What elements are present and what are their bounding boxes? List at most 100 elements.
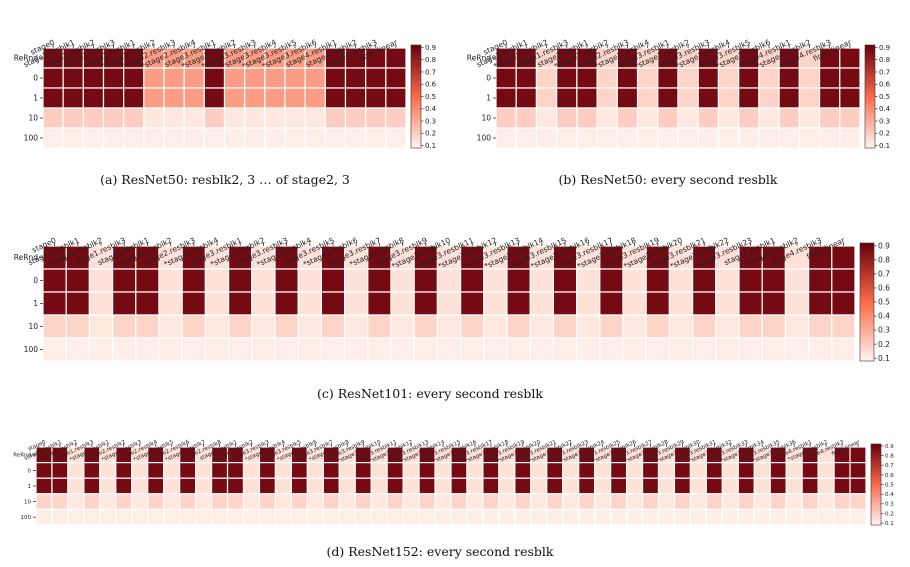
heatmap-cell [290,477,308,495]
heatmap-cell [158,314,183,339]
heatmap-cell [798,107,821,129]
heatmap-cell [482,477,500,495]
colorbar-tick-label: 0.1 [885,521,894,527]
heatmap-cell [535,67,558,89]
heatmap-cell [622,268,647,293]
colorbar-tick-label: 0.6 [425,81,437,89]
heatmap-cell [610,462,628,479]
heatmap-cell [338,477,356,495]
heatmap-cell [390,314,415,339]
heatmap-cell [483,314,508,339]
heatmap-cell [831,314,856,339]
row-label: 100 [477,134,492,143]
heatmap-cell [578,477,596,495]
heatmap-cell [578,462,596,479]
heatmap-cell [163,107,185,129]
heatmap-cell [83,493,101,510]
heatmap-cell [62,127,84,149]
heatmap-cell [123,127,145,149]
heatmap-cell [402,508,420,526]
heatmap-cell [163,127,185,149]
heatmap-cell [668,268,694,293]
heatmap-cell [163,87,185,109]
heatmap-cell [546,462,564,479]
heatmap-cell [689,493,707,510]
heatmap-cell [778,67,800,89]
heatmap-cell [849,493,867,510]
heatmap-cell [274,508,292,526]
heatmap-cell [226,493,245,510]
heatmap-cell [818,107,841,129]
heatmap-cell [42,314,67,339]
heatmap-cell [42,291,67,316]
heatmap-cell [251,314,276,339]
heatmap-cell [498,477,516,495]
heatmap-cell [839,127,861,149]
heatmap-cell [761,337,787,362]
row-label: 0 [33,276,38,285]
heatmap-cell [753,477,771,495]
row-label: 1 [28,484,32,490]
heatmap-cell [210,493,229,510]
heatmap-panel-2: ReRnd0110100stage0stage1.resblk1*stage1.… [467,37,891,187]
heatmap-cell [367,337,392,362]
heatmap-cell [147,493,165,510]
heatmap-cell [610,477,628,495]
heatmap-cell [88,291,114,316]
heatmap-cell [115,508,133,526]
heatmap-cell [556,67,578,89]
heatmap-cell [42,67,64,89]
heatmap-cell [657,67,679,89]
heatmap-cell [738,67,760,89]
heatmap-cell [657,477,676,495]
heatmap-cell [498,462,516,479]
colorbar-tick-label: 0.2 [885,511,894,517]
heatmap-cell [849,462,867,479]
heatmap-cell [290,462,308,479]
heatmap-cell [111,337,137,362]
heatmap-cell [575,314,601,339]
heatmap-cell [761,291,787,316]
heatmap-cell [594,508,612,526]
heatmap-cell [226,508,245,526]
row-label: 1 [33,299,38,308]
heatmap-cell [761,314,787,339]
heatmap-cell [370,508,388,526]
heatmap-cell [338,493,356,510]
heatmap-cell [147,477,165,495]
heatmap-cell [274,462,292,479]
heatmap-cell [705,462,723,479]
heatmap-cell [390,291,415,316]
heatmap-cell [552,268,578,293]
heatmap-cell [67,462,85,479]
heatmap-cell [738,314,763,339]
heatmap-cell [689,462,707,479]
heatmap-cell [131,462,149,479]
heatmap-cell [111,268,137,293]
heatmap-cell [143,107,165,129]
heatmap-cell [818,127,841,149]
heatmap-cell [65,291,90,316]
heatmap-cell [35,477,53,495]
colorbar-tick-label: 0.5 [878,298,890,307]
panel-caption: (c) ResNet101: every second resblk [317,386,543,401]
heatmap-cell [785,508,803,526]
heatmap-cell [290,493,308,510]
heatmap-cell [111,314,137,339]
heatmap-cell [677,107,699,129]
heatmap-cell [163,462,181,479]
heatmap-cell [244,107,266,129]
heatmap-cell [839,47,861,69]
heatmap-cell [264,67,286,89]
heatmap-cell [785,462,803,479]
colorbar-tick-label: 0.3 [878,326,890,335]
heatmap-cell [210,462,229,479]
heatmap-cell [338,462,356,479]
heatmap-cell [769,493,787,510]
heatmap-cell [135,314,160,339]
heatmap-cell [258,477,277,495]
heatmap-cell [677,87,699,109]
heatmap-cell [203,127,226,149]
heatmap-cell [616,67,639,89]
heatmap-cell [657,493,676,510]
